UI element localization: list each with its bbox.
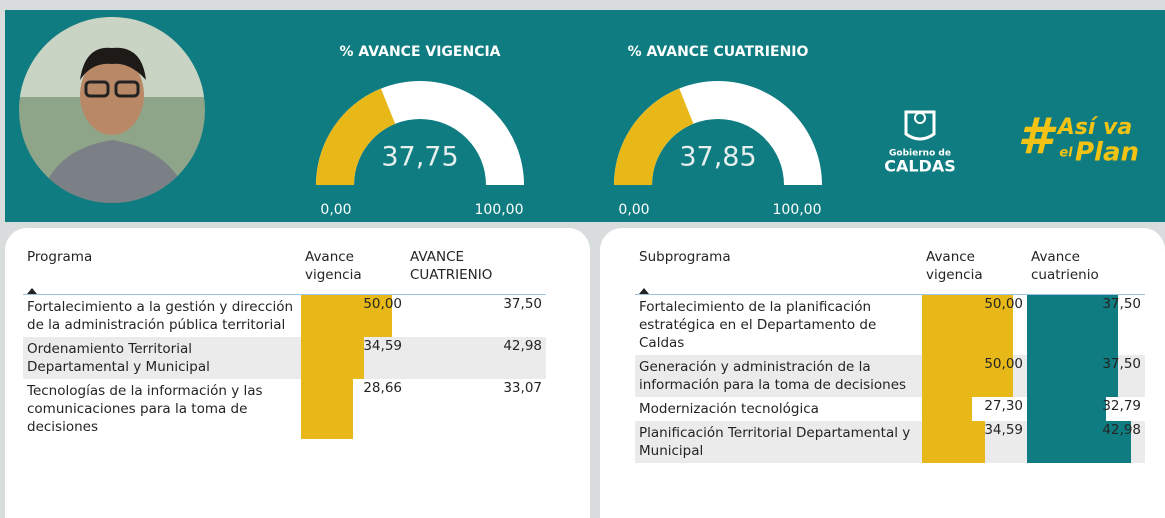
- gauge-value: 37,85: [679, 142, 756, 173]
- column-header: Programa: [23, 246, 301, 295]
- value-label: 50,00: [984, 356, 1023, 372]
- value-cell: 37,50: [1027, 295, 1145, 355]
- gauge-title: % AVANCE VIGENCIA: [339, 44, 500, 60]
- row-name: Generación y administración de la inform…: [635, 355, 922, 397]
- column-header-text: Avance vigencia: [305, 249, 362, 283]
- value-label: 37,50: [1102, 296, 1141, 312]
- table-row: Generación y administración de la inform…: [635, 355, 1145, 397]
- value-label: 37,50: [1102, 356, 1141, 372]
- data-bar: [301, 337, 364, 379]
- column-header: Avance cuatrienio: [1027, 246, 1145, 295]
- row-name: Tecnologías de la información y las comu…: [27, 383, 263, 435]
- gauge-value: 37,75: [381, 142, 458, 173]
- data-bar: [1027, 397, 1107, 421]
- value-cell: 50,00: [922, 355, 1027, 397]
- column-header-text: Avance cuatrienio: [1031, 249, 1099, 283]
- header-row: Programa Avance vigencia AVANCE CUATRIENIO: [23, 246, 546, 295]
- logo-plan: # Así va el Plan: [1018, 108, 1139, 168]
- header: Gobierno de CALDAS # Así va el Plan % AV…: [19, 17, 1139, 218]
- page: Gobierno de CALDAS # Así va el Plan % AV…: [5, 10, 1165, 518]
- value-cell: 33,07: [406, 379, 546, 439]
- column-header-text: Avance vigencia: [926, 249, 983, 283]
- sort-arrow[interactable]: [27, 288, 37, 294]
- sort-arrow[interactable]: [639, 288, 649, 294]
- value-cell: 37,50: [406, 295, 546, 338]
- row-name: Fortalecimiento a la gestión y dirección…: [27, 299, 294, 333]
- value-label: 33,07: [503, 380, 542, 396]
- profile-photo: [19, 17, 205, 203]
- value-label: 42,98: [1102, 422, 1141, 438]
- column-header: Subprograma: [635, 246, 922, 295]
- table-row: Fortalecimiento de la planificación estr…: [635, 295, 1145, 355]
- data-bar: [301, 295, 392, 337]
- gauge-min: 0,00: [618, 202, 649, 218]
- table-row: Planificación Territorial Departamental …: [635, 421, 1145, 463]
- data-table: Subprograma Avance vigencia Avance cuatrie…: [635, 246, 1145, 463]
- data-bar: [922, 355, 1013, 397]
- table-row: Fortalecimiento a la gestión y dirección…: [23, 295, 546, 338]
- logo-text: Gobierno de: [889, 149, 951, 159]
- value-cell: 42,98: [1027, 421, 1145, 463]
- programa-card: Programa Avance vigencia AVANCE CUATRIENIO…: [5, 228, 590, 518]
- table-row: Tecnologías de la información y las comu…: [23, 379, 546, 439]
- column-header-text: Subprograma: [639, 249, 731, 265]
- column-header: Avance vigencia: [301, 246, 406, 295]
- gauge-min: 0,00: [320, 202, 351, 218]
- value-label: 34,59: [363, 338, 402, 354]
- logo-text: Así va: [1056, 115, 1133, 140]
- gauge-fill: [316, 88, 396, 185]
- value-cell: 34,59: [922, 421, 1027, 463]
- logo-text: CALDAS: [884, 157, 956, 176]
- value-cell: 34,59: [301, 337, 406, 379]
- data-bar: [1027, 295, 1118, 355]
- value-label: 50,00: [363, 296, 402, 312]
- header-row: Subprograma Avance vigencia Avance cuatrie…: [635, 246, 1145, 295]
- data-bar: [922, 397, 972, 421]
- logo-text: el: [1059, 146, 1073, 161]
- value-label: 28,66: [363, 380, 402, 396]
- logo-caldas: Gobierno de CALDAS: [884, 110, 956, 176]
- row-name: Ordenamiento Territorial Departamental y…: [23, 337, 301, 379]
- value-cell: 42,98: [406, 337, 546, 379]
- value-label: 32,79: [1102, 398, 1141, 414]
- data-table: Programa Avance vigencia AVANCE CUATRIENIO…: [23, 246, 546, 439]
- value-cell: 50,00: [301, 295, 406, 337]
- column-header: AVANCE CUATRIENIO: [406, 246, 546, 295]
- data-bar: [922, 295, 1013, 355]
- data-bar: [301, 379, 354, 439]
- data-bar: [1027, 355, 1118, 397]
- value-cell: 32,79: [1027, 397, 1145, 421]
- data-bar: [922, 421, 985, 463]
- value-label: 27,30: [984, 398, 1023, 414]
- value-label: 34,59: [984, 422, 1023, 438]
- value-label: 50,00: [984, 296, 1023, 312]
- column-header-text: AVANCE CUATRIENIO: [410, 249, 493, 283]
- value-label: 37,50: [503, 296, 542, 312]
- data-bar: [1027, 421, 1131, 463]
- table-row: Ordenamiento Territorial Departamental y…: [23, 337, 546, 379]
- row-name: Planificación Territorial Departamental …: [635, 421, 922, 463]
- value-cell: 37,50: [1027, 355, 1145, 397]
- value-cell: 28,66: [301, 379, 406, 439]
- row-name: Modernización tecnológica: [639, 401, 819, 417]
- gauge-title: % AVANCE CUATRIENIO: [628, 44, 809, 60]
- gauge-max: 100,00: [773, 202, 822, 218]
- gauge-max: 100,00: [475, 202, 524, 218]
- table-row: Modernización tecnológica 27,30 32,79: [635, 397, 1145, 421]
- gauge-fill: [614, 88, 694, 185]
- value-cell: 27,30: [922, 397, 1027, 421]
- column-header: Avance vigencia: [922, 246, 1027, 295]
- column-header-text: Programa: [27, 249, 93, 265]
- logo-text: Plan: [1075, 138, 1139, 168]
- value-cell: 50,00: [922, 295, 1027, 355]
- value-label: 42,98: [503, 338, 542, 354]
- svg-text:#: #: [1018, 108, 1057, 166]
- row-name: Fortalecimiento de la planificación estr…: [639, 299, 877, 351]
- subprograma-card: Subprograma Avance vigencia Avance cuatrie…: [600, 228, 1165, 518]
